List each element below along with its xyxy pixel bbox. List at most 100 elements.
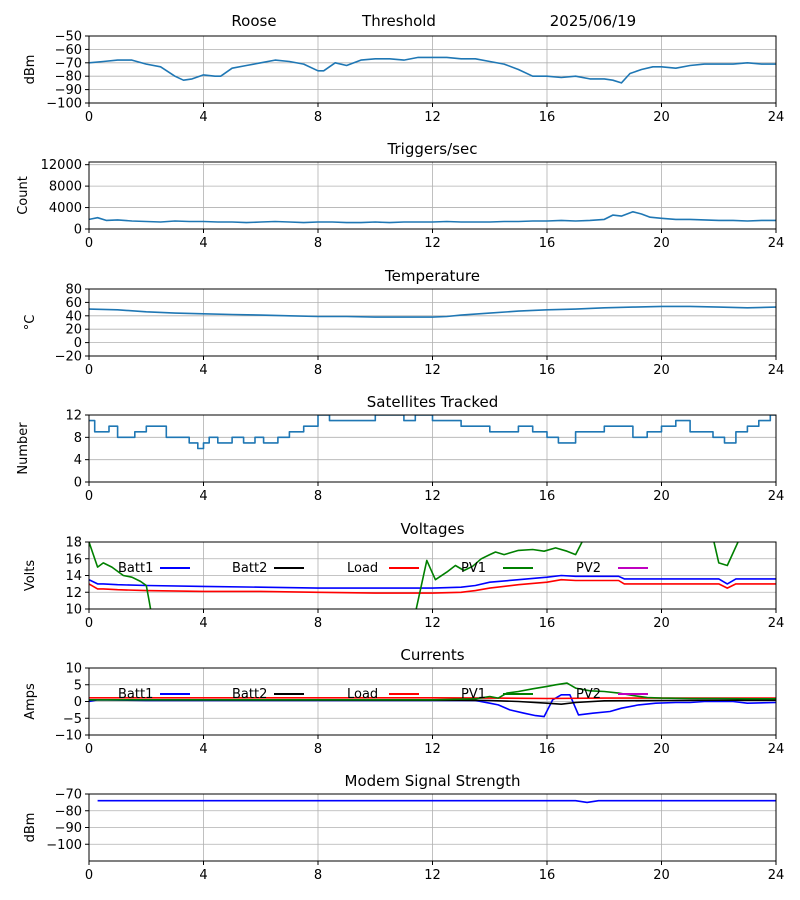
- triggers-xtick-label: 24: [768, 236, 785, 251]
- currents-ylabel: Amps: [23, 683, 38, 720]
- triggers-ylabel: Count: [16, 176, 31, 215]
- temperature-xtick-label: 12: [424, 363, 441, 378]
- temperature-ytick-label: 0: [74, 336, 82, 351]
- temperature-series-line: [89, 305, 776, 318]
- temperature-ylabel: °C: [23, 315, 38, 331]
- satellites-ylabel: Number: [16, 422, 31, 475]
- modem-xtick-label: 24: [768, 868, 785, 883]
- modem-xtick-label: 8: [314, 868, 322, 883]
- signal-ytick-label: −70: [55, 56, 82, 71]
- currents-series-batt1: [89, 693, 776, 718]
- currents-xtick-label: 16: [539, 742, 556, 757]
- signal-ytick-label: −50: [55, 30, 82, 45]
- signal-xtick-label: 12: [424, 110, 441, 125]
- temperature-ytick-label: 40: [65, 309, 82, 324]
- voltages-ylabel: Volts: [23, 560, 38, 592]
- voltages-ytick-label: 18: [65, 536, 82, 551]
- signal-panel: 0 4 8 12 16 20 24 −100−90−80−70−60−50 dBm: [23, 30, 784, 126]
- triggers-xtick-label: 8: [314, 236, 322, 251]
- voltages-xtick-label: 0: [85, 616, 93, 631]
- temperature-ytick-label: 80: [65, 283, 82, 298]
- voltages-legend-label: PV1: [461, 561, 486, 576]
- currents-ytick-label: 10: [65, 662, 82, 677]
- satellites-xtick-label: 20: [653, 489, 670, 504]
- triggers-xtick-label: 4: [199, 236, 207, 251]
- currents-legend-label: Load: [347, 687, 378, 702]
- currents-xtick-label: 8: [314, 742, 322, 757]
- voltages-xtick-label: 16: [539, 616, 556, 631]
- header-site: Roose: [231, 12, 276, 30]
- header-date: 2025/06/19: [550, 12, 636, 30]
- temperature-xtick-label: 8: [314, 363, 322, 378]
- temperature-ytick-label: −20: [55, 350, 82, 365]
- voltages-series-pv1: [89, 542, 739, 609]
- satellites-ytick-label: 4: [74, 453, 82, 468]
- currents-ytick-label: 0: [74, 695, 82, 710]
- voltages-xtick-label: 4: [199, 616, 207, 631]
- triggers-series-line: [89, 211, 776, 224]
- currents-title: Currents: [400, 646, 464, 664]
- satellites-panel: 0 4 8 12 16 20 24 0 4 8 12 Number Satellites Tracked: [16, 393, 784, 504]
- voltages-legend-label: Load: [347, 561, 378, 576]
- voltages-xtick-label: 8: [314, 616, 322, 631]
- signal-xtick-label: 24: [768, 110, 785, 125]
- currents-legend-label: Batt1: [118, 687, 153, 702]
- modem-ylabel: dBm: [23, 813, 38, 843]
- temperature-xtick-label: 24: [768, 363, 785, 378]
- currents-series-pv1: [89, 682, 776, 701]
- temperature-xtick-label: 20: [653, 363, 670, 378]
- temperature-xtick-label: 0: [85, 363, 93, 378]
- voltages-legend-label: Batt2: [232, 561, 267, 576]
- currents-xtick-label: 4: [199, 742, 207, 757]
- modem-title: Modem Signal Strength: [345, 772, 521, 790]
- voltages-ytick-label: 16: [65, 552, 82, 567]
- satellites-ytick-label: 12: [65, 409, 82, 424]
- voltages-xtick-label: 20: [653, 616, 670, 631]
- currents-xtick-label: 20: [653, 742, 670, 757]
- triggers-title: Triggers/sec: [387, 140, 478, 158]
- header-mode: Threshold: [361, 12, 436, 30]
- temperature-xtick-label: 4: [199, 363, 207, 378]
- satellites-series-line: [89, 415, 776, 450]
- currents-ytick-label: 5: [74, 678, 82, 693]
- currents-legend-label: Batt2: [232, 687, 267, 702]
- satellites-ytick-label: 0: [74, 476, 82, 491]
- currents-xtick-label: 12: [424, 742, 441, 757]
- voltages-ytick-label: 10: [65, 603, 82, 618]
- satellites-xtick-label: 8: [314, 489, 322, 504]
- satellites-xtick-label: 16: [539, 489, 556, 504]
- modem-ytick-label: −100: [46, 838, 82, 853]
- currents-legend-label: PV2: [576, 687, 601, 702]
- satellites-xtick-label: 0: [85, 489, 93, 504]
- voltages-legend-label: PV2: [576, 561, 601, 576]
- voltages-ytick-label: 14: [65, 569, 82, 584]
- triggers-ytick-label: 8000: [49, 180, 82, 195]
- voltages-ytick-label: 12: [65, 586, 82, 601]
- triggers-ytick-label: 0: [74, 223, 82, 238]
- satellites-ytick-label: 8: [74, 431, 82, 446]
- voltages-series-load: [89, 578, 776, 594]
- signal-ytick-label: −100: [46, 97, 82, 112]
- signal-series-line: [89, 56, 776, 84]
- triggers-ytick-label: 4000: [49, 201, 82, 216]
- modem-xtick-label: 20: [653, 868, 670, 883]
- temperature-xtick-label: 16: [539, 363, 556, 378]
- voltages-legend-label: Batt1: [118, 561, 153, 576]
- triggers-xtick-label: 12: [424, 236, 441, 251]
- modem-series-line: [97, 799, 776, 804]
- modem-ytick-label: −90: [55, 821, 82, 836]
- signal-xtick-label: 4: [199, 110, 207, 125]
- modem-xtick-label: 4: [199, 868, 207, 883]
- satellites-xtick-label: 12: [424, 489, 441, 504]
- currents-ytick-label: −10: [55, 729, 82, 744]
- satellites-title: Satellites Tracked: [367, 393, 498, 411]
- signal-xtick-label: 20: [653, 110, 670, 125]
- voltages-xtick-label: 12: [424, 616, 441, 631]
- triggers-xtick-label: 20: [653, 236, 670, 251]
- triggers-xtick-label: 16: [539, 236, 556, 251]
- currents-xtick-label: 0: [85, 742, 93, 757]
- currents-legend-label: PV1: [461, 687, 486, 702]
